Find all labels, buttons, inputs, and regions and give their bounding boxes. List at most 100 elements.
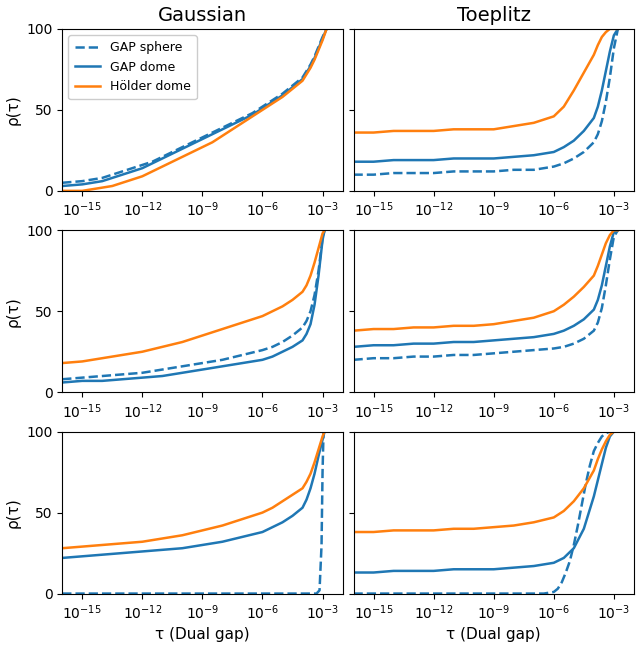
- GAP dome: [278, 91, 286, 99]
- GAP sphere: [189, 139, 196, 146]
- GAP sphere: [299, 74, 307, 82]
- GAP dome: [129, 168, 136, 176]
- Hölder dome: [307, 64, 314, 72]
- GAP dome: [159, 155, 166, 163]
- GAP sphere: [168, 148, 176, 156]
- Hölder dome: [239, 119, 246, 127]
- Hölder dome: [118, 179, 126, 187]
- Hölder dome: [148, 168, 156, 176]
- GAP sphere: [307, 61, 314, 69]
- Hölder dome: [168, 158, 176, 166]
- GAP sphere: [228, 119, 236, 127]
- GAP sphere: [319, 33, 326, 41]
- Hölder dome: [78, 187, 86, 195]
- Hölder dome: [138, 172, 146, 180]
- GAP dome: [198, 135, 206, 143]
- GAP sphere: [248, 110, 256, 117]
- GAP dome: [219, 126, 227, 133]
- Hölder dome: [99, 184, 106, 192]
- Hölder dome: [315, 46, 323, 54]
- Y-axis label: ρ(τ): ρ(τ): [6, 497, 20, 528]
- GAP dome: [209, 130, 216, 138]
- GAP dome: [315, 45, 323, 52]
- Hölder dome: [179, 153, 186, 161]
- Hölder dome: [228, 126, 236, 133]
- GAP dome: [108, 174, 116, 182]
- Hölder dome: [259, 106, 266, 114]
- GAP sphere: [269, 97, 276, 104]
- Hölder dome: [278, 93, 286, 101]
- GAP dome: [289, 84, 296, 91]
- GAP sphere: [315, 43, 323, 51]
- GAP dome: [88, 179, 96, 187]
- Hölder dome: [219, 132, 227, 140]
- GAP sphere: [310, 52, 318, 60]
- GAP dome: [148, 159, 156, 167]
- GAP sphere: [129, 165, 136, 172]
- Title: Toeplitz: Toeplitz: [457, 6, 531, 25]
- Hölder dome: [198, 143, 206, 151]
- GAP sphere: [78, 178, 86, 185]
- GAP sphere: [239, 114, 246, 122]
- Hölder dome: [319, 36, 326, 44]
- Hölder dome: [248, 113, 256, 121]
- GAP sphere: [108, 171, 116, 179]
- Y-axis label: ρ(τ): ρ(τ): [6, 95, 20, 125]
- Hölder dome: [310, 56, 318, 64]
- GAP sphere: [323, 25, 330, 33]
- GAP dome: [259, 104, 266, 112]
- Hölder dome: [189, 148, 196, 156]
- Legend: GAP sphere, GAP dome, Hölder dome: GAP sphere, GAP dome, Hölder dome: [68, 35, 197, 99]
- GAP sphere: [138, 161, 146, 169]
- GAP sphere: [58, 179, 66, 187]
- GAP sphere: [159, 153, 166, 161]
- Hölder dome: [129, 176, 136, 183]
- GAP dome: [78, 181, 86, 189]
- GAP dome: [323, 25, 330, 33]
- Hölder dome: [289, 85, 296, 93]
- GAP dome: [228, 121, 236, 128]
- Line: Hölder dome: Hölder dome: [62, 29, 326, 191]
- Hölder dome: [303, 71, 310, 78]
- GAP sphere: [289, 82, 296, 89]
- GAP sphere: [99, 174, 106, 182]
- GAP sphere: [118, 168, 126, 176]
- GAP dome: [168, 150, 176, 157]
- GAP dome: [269, 98, 276, 106]
- GAP sphere: [148, 158, 156, 166]
- Hölder dome: [108, 182, 116, 190]
- GAP sphere: [198, 133, 206, 141]
- Hölder dome: [88, 185, 96, 193]
- GAP dome: [189, 140, 196, 148]
- GAP dome: [239, 116, 246, 124]
- GAP dome: [179, 145, 186, 153]
- GAP sphere: [219, 124, 227, 132]
- Hölder dome: [269, 100, 276, 108]
- GAP dome: [299, 75, 307, 83]
- GAP sphere: [88, 176, 96, 183]
- Line: GAP sphere: GAP sphere: [62, 29, 326, 183]
- GAP dome: [307, 62, 314, 70]
- GAP dome: [99, 178, 106, 185]
- Hölder dome: [299, 77, 307, 85]
- X-axis label: τ (Dual gap): τ (Dual gap): [447, 627, 541, 642]
- Hölder dome: [323, 25, 330, 33]
- Hölder dome: [58, 187, 66, 195]
- GAP sphere: [179, 143, 186, 151]
- GAP dome: [310, 54, 318, 62]
- Hölder dome: [159, 163, 166, 170]
- GAP sphere: [303, 67, 310, 75]
- GAP sphere: [278, 90, 286, 98]
- Hölder dome: [209, 139, 216, 146]
- GAP dome: [248, 111, 256, 119]
- GAP dome: [58, 182, 66, 190]
- Title: Gaussian: Gaussian: [158, 6, 247, 25]
- GAP dome: [118, 171, 126, 179]
- Y-axis label: ρ(τ): ρ(τ): [6, 296, 20, 327]
- GAP sphere: [259, 103, 266, 111]
- GAP dome: [319, 35, 326, 43]
- GAP dome: [303, 69, 310, 76]
- X-axis label: τ (Dual gap): τ (Dual gap): [155, 627, 250, 642]
- Line: GAP dome: GAP dome: [62, 29, 326, 186]
- GAP dome: [138, 165, 146, 172]
